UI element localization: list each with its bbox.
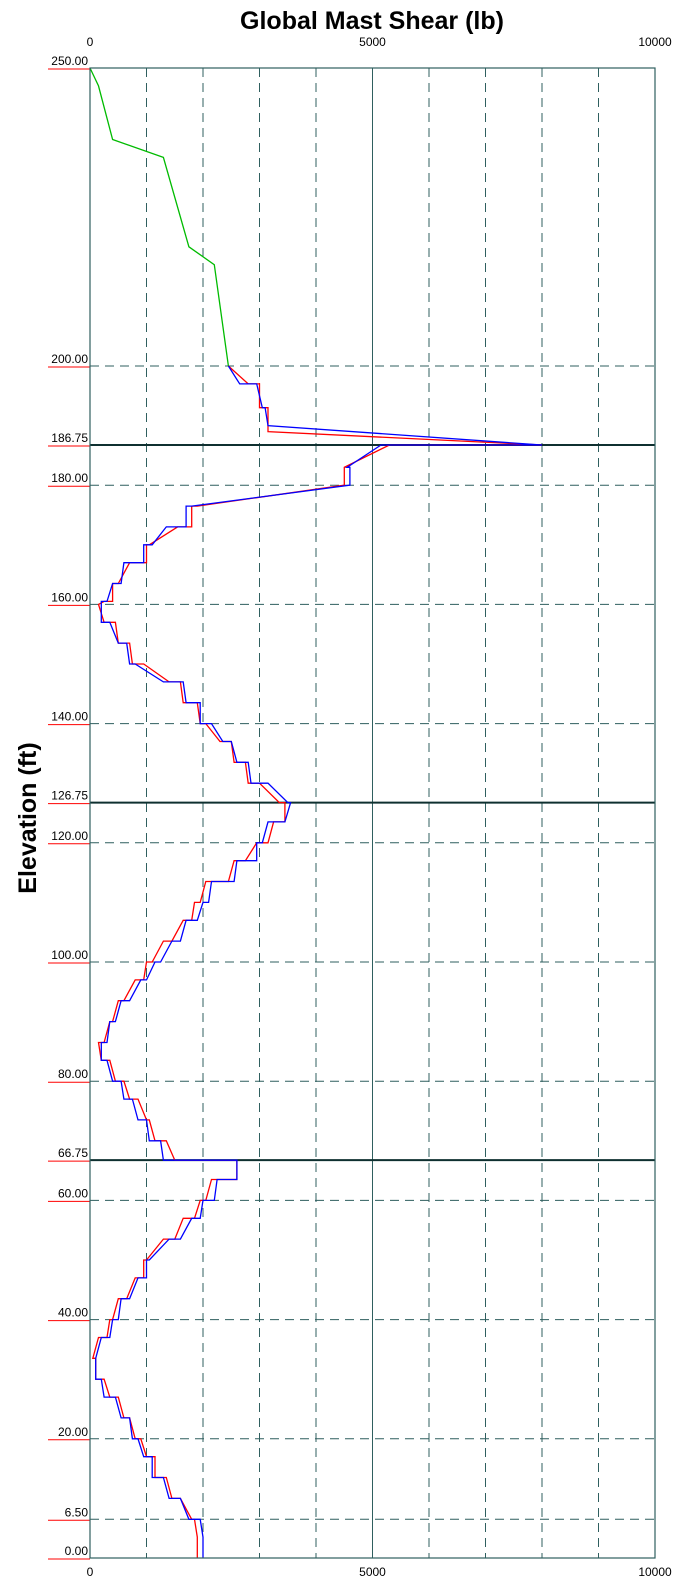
y-tick-label: 66.75 [58,1146,88,1160]
series-line [95,365,543,1558]
y-tick-label: 180.00 [51,471,88,485]
chart-title: Global Mast Shear (lb) [240,7,504,35]
y-tick-label: 160.00 [51,590,88,604]
y-tick-label: 0.00 [65,1544,89,1558]
x-tick-label-bottom: 5000 [359,1565,386,1579]
y-tick-label: 40.00 [58,1306,88,1320]
x-tick-label-top: 0 [87,35,94,49]
series-line [89,67,230,367]
y-axis-label: Elevation (ft) [14,742,42,893]
plot-frame [89,67,656,1559]
grid-layer [90,68,655,1558]
y-tick-label: 200.00 [51,352,88,366]
y-tick-label: 120.00 [51,829,88,843]
y-tick-label: 80.00 [58,1067,88,1081]
y-tick-label: 250.00 [51,54,88,68]
y-tick-label: 140.00 [51,710,88,724]
y-tick-label: 100.00 [51,948,88,962]
y-tick-label: 126.75 [51,789,88,803]
y-tick-label: 60.00 [58,1186,88,1200]
y-tick-label: 186.75 [51,431,88,445]
series-line [91,365,543,1558]
x-tick-label-top: 10000 [638,35,672,49]
axis-layer: 250.00 200.00 186.75 180.00 160.00 140.00 126.… [48,35,672,1579]
x-tick-label-bottom: 0 [87,1565,94,1579]
y-tick-label: 6.50 [65,1505,89,1519]
x-tick-label-bottom: 10000 [638,1565,672,1579]
y-tick-label: 20.00 [58,1425,88,1439]
x-tick-label-top: 5000 [359,35,386,49]
series-layer [89,67,543,1558]
